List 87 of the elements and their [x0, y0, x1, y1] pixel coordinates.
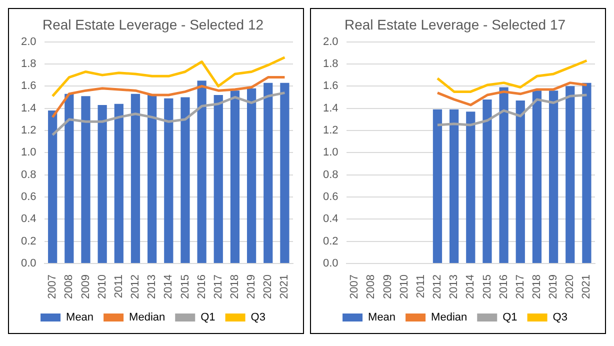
x-tick-label: 2014 [464, 274, 477, 300]
legend-label: Median [431, 312, 468, 324]
bar [566, 86, 575, 264]
y-tick-label: 1.8 [20, 58, 36, 70]
x-tick-label: 2015 [179, 274, 192, 300]
bar [98, 104, 107, 264]
y-tick-label: 1.6 [20, 80, 36, 92]
bar [180, 97, 190, 264]
x-tick-label: 2018 [229, 274, 241, 300]
x-tick-label: 2016 [196, 274, 208, 300]
x-tick-label: 2014 [162, 274, 175, 300]
y-tick-label: 1.0 [20, 146, 36, 159]
chart-title: Real Estate Leverage - Selected 17 [344, 16, 566, 32]
bar [280, 82, 290, 264]
y-tick-label: 0.2 [322, 235, 338, 248]
x-tick-label: 2011 [414, 274, 427, 298]
x-tick-label: 2009 [80, 274, 92, 300]
y-tick-label: 1.8 [322, 58, 338, 70]
legend-label: Q3 [552, 312, 568, 324]
y-tick-label: 0.8 [322, 168, 338, 181]
bar [148, 95, 157, 264]
bar [432, 109, 442, 264]
y-tick-label: 0.6 [20, 191, 36, 204]
y-tick-label: 1.0 [322, 146, 338, 159]
bar [582, 82, 592, 264]
bar [64, 94, 74, 264]
bar [466, 112, 476, 264]
legend-label: Q1 [200, 312, 216, 324]
y-tick-label: 2.0 [20, 36, 36, 48]
y-tick-label: 0.6 [322, 191, 338, 204]
y-tick-label: 0.4 [322, 213, 338, 226]
x-tick-label: 2012 [130, 274, 142, 300]
x-tick-label: 2008 [365, 274, 378, 300]
bar [114, 104, 124, 264]
x-tick-label: 2007 [46, 274, 59, 300]
x-tick-label: 2016 [498, 274, 510, 300]
bar [516, 100, 525, 264]
bar [230, 90, 240, 264]
legend-label: Q3 [250, 312, 266, 324]
y-tick-label: 0.4 [20, 213, 36, 226]
bar [48, 110, 58, 264]
x-tick-label: 2019 [246, 274, 258, 300]
y-tick-label: 0.2 [20, 235, 36, 248]
legend-label: Mean [66, 312, 94, 324]
x-tick-label: 2010 [96, 274, 108, 300]
bar [450, 109, 459, 264]
y-tick-label: 0.0 [20, 258, 36, 270]
y-tick-label: 2.0 [322, 36, 338, 48]
bar [130, 94, 140, 264]
x-tick-label: 2013 [146, 274, 158, 300]
x-tick-label: 2017 [514, 274, 526, 300]
y-tick-label: 1.2 [20, 124, 36, 137]
x-tick-label: 2007 [348, 274, 361, 300]
y-tick-label: 0.8 [20, 168, 36, 181]
x-tick-label: 2020 [262, 274, 274, 300]
bar [246, 88, 256, 264]
bar [214, 95, 223, 264]
chart-title: Real Estate Leverage - Selected 12 [42, 16, 264, 32]
x-tick-label: 2021 [580, 274, 593, 300]
bar [264, 82, 273, 264]
x-tick-label: 2018 [531, 274, 543, 300]
x-tick-label: 2015 [481, 274, 494, 300]
x-tick-label: 2017 [212, 274, 224, 300]
x-tick-label: 2009 [382, 274, 394, 300]
legend-label: Mean [368, 312, 396, 324]
x-tick-label: 2019 [548, 274, 560, 300]
y-tick-label: 1.6 [322, 80, 338, 92]
x-tick-label: 2020 [564, 274, 576, 300]
bar [499, 87, 508, 264]
y-tick-label: 1.4 [322, 102, 338, 114]
bar [81, 96, 90, 264]
bar [532, 90, 542, 264]
x-tick-label: 2008 [63, 274, 76, 300]
y-tick-label: 1.2 [322, 124, 338, 137]
x-tick-label: 2021 [278, 274, 291, 300]
x-tick-label: 2010 [398, 274, 410, 300]
x-tick-label: 2012 [432, 274, 444, 300]
bar [548, 90, 558, 264]
bar [197, 80, 206, 264]
x-tick-label: 2011 [112, 274, 125, 298]
y-tick-label: 0.0 [322, 258, 338, 270]
bar [164, 98, 174, 264]
x-tick-label: 2013 [448, 274, 460, 300]
y-tick-label: 1.4 [20, 102, 36, 114]
legend-label: Q1 [502, 312, 518, 324]
legend-label: Median [129, 312, 166, 324]
bar [482, 99, 492, 264]
